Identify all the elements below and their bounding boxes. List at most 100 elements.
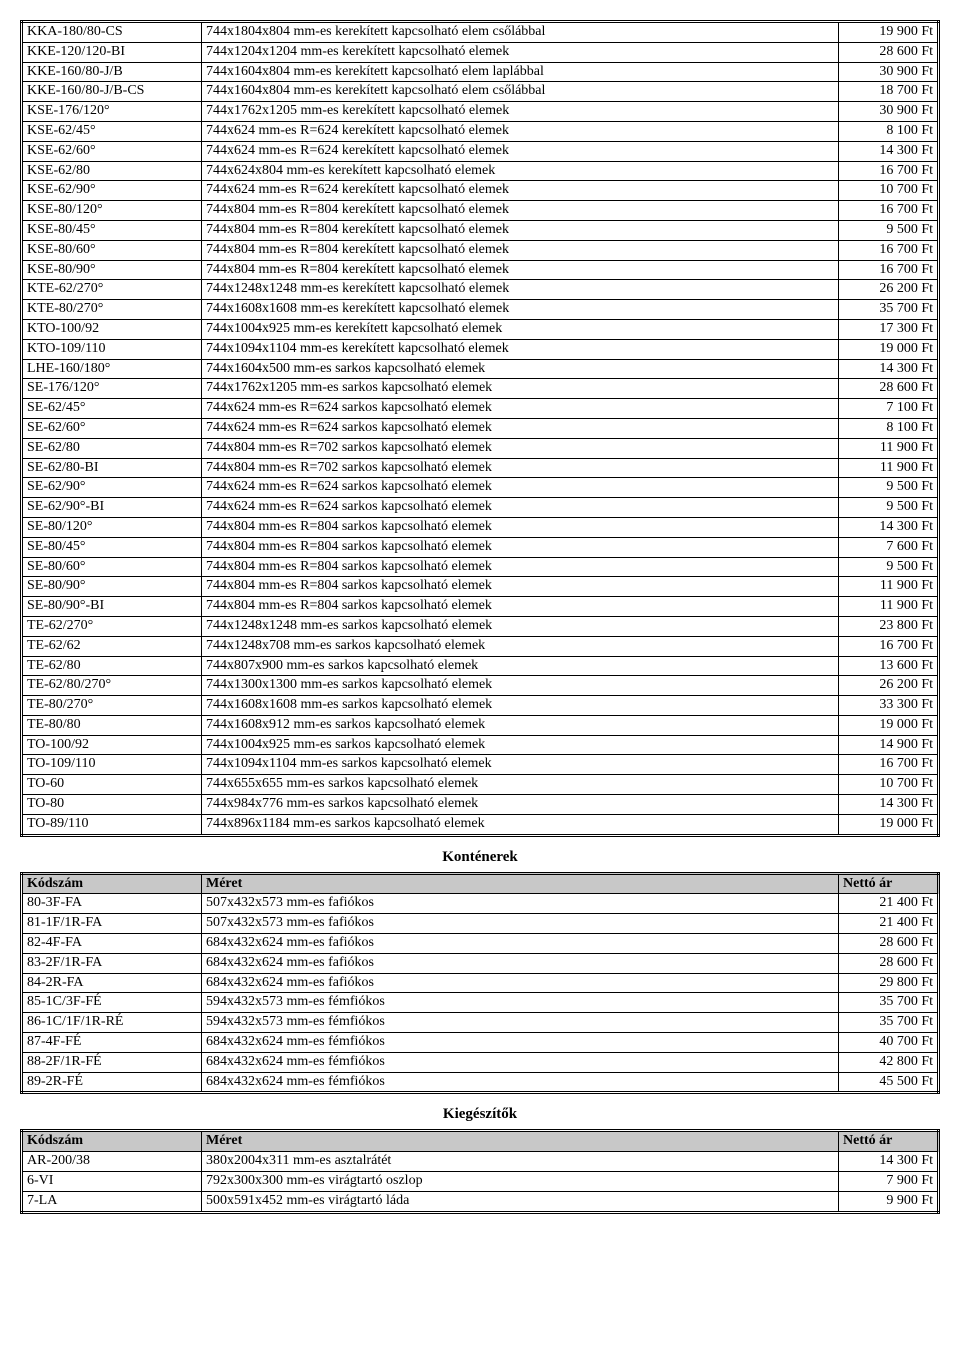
price-cell: 18 700 Ft [839,82,939,102]
price-cell: 14 900 Ft [839,735,939,755]
desc-cell: 744x1604x804 mm-es kerekített kapcsolhat… [202,62,839,82]
table-row: TE-62/80/270°744x1300x1300 mm-es sarkos … [22,676,939,696]
code-cell: 87-4F-FÉ [22,1033,202,1053]
code-cell: LHE-160/180° [22,359,202,379]
desc-cell: 744x1094x1104 mm-es kerekített kapcsolha… [202,339,839,359]
code-cell: KSE-62/45° [22,121,202,141]
code-cell: TE-62/80/270° [22,676,202,696]
price-cell: 21 400 Ft [839,894,939,914]
desc-cell: 744x1608x912 mm-es sarkos kapcsolható el… [202,715,839,735]
code-cell: SE-80/45° [22,537,202,557]
code-cell: KSE-62/80 [22,161,202,181]
price-cell: 10 700 Ft [839,775,939,795]
table-row: SE-80/90°744x804 mm-es R=804 sarkos kapc… [22,577,939,597]
table-row: TE-62/270°744x1248x1248 mm-es sarkos kap… [22,616,939,636]
code-cell: KSE-80/60° [22,240,202,260]
price-cell: 9 500 Ft [839,478,939,498]
table-row: SE-176/120°744x1762x1205 mm-es sarkos ka… [22,379,939,399]
table-row: KTO-109/110744x1094x1104 mm-es kerekítet… [22,339,939,359]
price-cell: 16 700 Ft [839,161,939,181]
table-row: KSE-80/45°744x804 mm-es R=804 kerekített… [22,220,939,240]
code-cell: SE-62/90°-BI [22,498,202,518]
desc-cell: 744x1762x1205 mm-es sarkos kapcsolható e… [202,379,839,399]
desc-cell: 744x804 mm-es R=702 sarkos kapcsolható e… [202,458,839,478]
code-cell: TE-62/62 [22,636,202,656]
table-row: KKE-160/80-J/B-CS744x1604x804 mm-es kere… [22,82,939,102]
price-cell: 10 700 Ft [839,181,939,201]
code-cell: TE-80/80 [22,715,202,735]
table-row: TO-60744x655x655 mm-es sarkos kapcsolhat… [22,775,939,795]
code-cell: KSE-62/60° [22,141,202,161]
price-cell: 33 300 Ft [839,696,939,716]
table-row: 85-1C/3F-FÉ594x432x573 mm-es fémfiókos35… [22,993,939,1013]
code-cell: KTO-100/92 [22,319,202,339]
desc-cell: 684x432x624 mm-es fafiókos [202,973,839,993]
price-cell: 26 200 Ft [839,280,939,300]
code-cell: 88-2F/1R-FÉ [22,1052,202,1072]
desc-cell: 744x804 mm-es R=804 kerekített kapcsolha… [202,240,839,260]
desc-cell: 380x2004x311 mm-es asztalrátét [202,1152,839,1172]
table-row: SE-62/45°744x624 mm-es R=624 sarkos kapc… [22,399,939,419]
code-cell: KSE-176/120° [22,102,202,122]
code-cell: 80-3F-FA [22,894,202,914]
table-row: AR-200/38380x2004x311 mm-es asztalrátét1… [22,1152,939,1172]
price-cell: 8 100 Ft [839,121,939,141]
desc-cell: 744x624 mm-es R=624 kerekített kapcsolha… [202,181,839,201]
price-cell: 28 600 Ft [839,953,939,973]
code-cell: KKE-160/80-J/B [22,62,202,82]
table-header: KódszámMéretNettó ár [22,873,939,894]
table-row: 84-2R-FA684x432x624 mm-es fafiókos29 800… [22,973,939,993]
code-cell: SE-80/120° [22,517,202,537]
price-cell: 16 700 Ft [839,755,939,775]
code-cell: SE-80/90° [22,577,202,597]
desc-cell: 744x1804x804 mm-es kerekített kapcsolhat… [202,22,839,43]
desc-cell: 744x984x776 mm-es sarkos kapcsolható ele… [202,795,839,815]
code-cell: SE-62/90° [22,478,202,498]
desc-cell: 744x804 mm-es R=702 sarkos kapcsolható e… [202,438,839,458]
desc-cell: 684x432x624 mm-es fémfiókos [202,1033,839,1053]
desc-cell: 744x1608x1608 mm-es sarkos kapcsolható e… [202,696,839,716]
desc-cell: 744x655x655 mm-es sarkos kapcsolható ele… [202,775,839,795]
code-cell: KSE-80/120° [22,201,202,221]
desc-cell: 744x804 mm-es R=804 kerekített kapcsolha… [202,220,839,240]
price-cell: 16 700 Ft [839,201,939,221]
desc-cell: 594x432x573 mm-es fémfiókos [202,993,839,1013]
price-cell: Nettó ár [839,1131,939,1152]
code-cell: SE-62/80-BI [22,458,202,478]
table-row: 6-VI792x300x300 mm-es virágtartó oszlop7… [22,1172,939,1192]
table-row: TE-80/80744x1608x912 mm-es sarkos kapcso… [22,715,939,735]
price-cell: 17 300 Ft [839,319,939,339]
desc-cell: 744x804 mm-es R=804 sarkos kapcsolható e… [202,597,839,617]
price-cell: 14 300 Ft [839,1152,939,1172]
desc-cell: 744x804 mm-es R=804 sarkos kapcsolható e… [202,557,839,577]
desc-cell: 744x804 mm-es R=804 sarkos kapcsolható e… [202,517,839,537]
desc-cell: Méret [202,873,839,894]
table-row: KSE-62/60°744x624 mm-es R=624 kerekített… [22,141,939,161]
price-cell: 28 600 Ft [839,42,939,62]
table-row: KKE-160/80-J/B744x1604x804 mm-es kerekít… [22,62,939,82]
table-row: SE-80/45°744x804 mm-es R=804 sarkos kapc… [22,537,939,557]
price-cell: 16 700 Ft [839,260,939,280]
price-cell: 9 500 Ft [839,557,939,577]
price-cell: 19 000 Ft [839,339,939,359]
table-row: SE-62/80744x804 mm-es R=702 sarkos kapcs… [22,438,939,458]
table-row: KKA-180/80-CS744x1804x804 mm-es kerekíte… [22,22,939,43]
code-cell: TE-62/270° [22,616,202,636]
table-row: SE-62/90°-BI744x624 mm-es R=624 sarkos k… [22,498,939,518]
table-row: KSE-176/120°744x1762x1205 mm-es kerekíte… [22,102,939,122]
price-cell: 28 600 Ft [839,934,939,954]
accessories-title: Kiegészítők [20,1106,940,1123]
desc-cell: 744x1248x1248 mm-es sarkos kapcsolható e… [202,616,839,636]
price-cell: 19 000 Ft [839,715,939,735]
price-cell: 30 900 Ft [839,102,939,122]
desc-cell: 744x804 mm-es R=804 sarkos kapcsolható e… [202,577,839,597]
code-cell: KTO-109/110 [22,339,202,359]
desc-cell: 744x624x804 mm-es kerekített kapcsolható… [202,161,839,181]
accessories-table: KódszámMéretNettó árAR-200/38380x2004x31… [20,1129,940,1213]
table-row: 7-LA500x591x452 mm-es virágtartó láda9 9… [22,1191,939,1212]
table-row: TO-80744x984x776 mm-es sarkos kapcsolhat… [22,795,939,815]
code-cell: 85-1C/3F-FÉ [22,993,202,1013]
code-cell: KSE-80/45° [22,220,202,240]
table-row: KSE-80/60°744x804 mm-es R=804 kerekített… [22,240,939,260]
desc-cell: 744x1608x1608 mm-es kerekített kapcsolha… [202,300,839,320]
